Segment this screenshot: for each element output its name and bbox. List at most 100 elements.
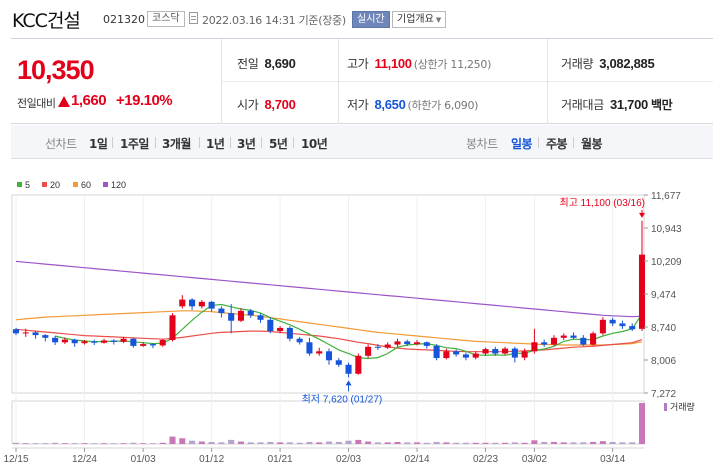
volume-bar [140, 443, 147, 444]
x-tick-label: 03/02 [522, 454, 547, 465]
amount-value: 31,700 [609, 97, 648, 112]
legend-ma20: 20 [42, 180, 60, 190]
ma60-line [15, 310, 643, 346]
volume-bar [149, 443, 156, 444]
volume-bar [511, 442, 518, 444]
volume-bar [443, 442, 450, 444]
candle-body [159, 340, 166, 346]
candle-body [12, 329, 20, 334]
x-tick-label: 12/24 [72, 454, 97, 465]
candle-body [149, 344, 156, 346]
company-overview-dropdown[interactable]: 기업개요 ▼ [392, 11, 447, 28]
candle-body [560, 335, 567, 338]
candle-body [179, 299, 186, 307]
volume-bar [472, 442, 479, 444]
volume-bar [120, 443, 127, 444]
stats-col-divider [338, 39, 339, 124]
period-1week[interactable]: 1주일 [120, 137, 149, 151]
high-value: 11,100 [374, 56, 412, 71]
period-3month[interactable]: 3개월 [162, 137, 191, 151]
candle-body [502, 348, 509, 354]
volume-bars [12, 403, 646, 444]
prev-close-value: 8,690 [264, 56, 296, 71]
candle-body [228, 313, 235, 321]
period-separator [261, 137, 262, 148]
trade-amount: 거래대금 31,700 백만 [561, 96, 673, 113]
period-3year[interactable]: 3년 [237, 137, 256, 151]
volume-bar [296, 442, 303, 444]
period-separator [538, 137, 539, 148]
candle-body [580, 337, 587, 345]
candle-body [218, 308, 225, 314]
volume-bar [71, 443, 78, 444]
volume-bar [228, 439, 235, 444]
y-tick-label: 10,209 [651, 257, 682, 268]
x-tick-label: 02/23 [473, 454, 498, 465]
y-tick-label: 10,943 [651, 224, 682, 235]
x-tick-label: 03/14 [600, 454, 625, 465]
price-panel: 10,350 전일대비 1,660 +19.10% 전일 8,690 고가 11,1… [11, 38, 713, 124]
candle-body [130, 338, 137, 346]
candle-body [169, 315, 176, 341]
candle-body [81, 341, 88, 344]
y-tick-label: 7,272 [651, 389, 676, 400]
candle-body [100, 340, 108, 343]
period-1day[interactable]: 1일 [89, 137, 108, 151]
change-rate: +19.10% [116, 92, 173, 109]
candle-body [22, 332, 29, 334]
prev-close-label: 전일 [237, 57, 259, 71]
volume-bar [541, 441, 548, 444]
volume-bar [374, 442, 381, 444]
candlestick-chart[interactable]: 11,677 10,943 10,209 9,474 8,740 8,006 7,272 12… [0, 190, 713, 475]
volume-bar [257, 442, 264, 444]
legend-ma60: 60 [73, 180, 91, 190]
low-label: 저가 [347, 98, 369, 112]
candle-body [365, 346, 372, 356]
period-10year[interactable]: 10년 [301, 137, 328, 151]
volume-bar [590, 441, 597, 444]
volume-bar [404, 442, 411, 444]
volume-bar [81, 443, 88, 444]
change-value: 1,660 [71, 92, 107, 109]
moving-average-lines [15, 260, 643, 360]
candle-body [198, 301, 205, 307]
volume-bar [355, 439, 362, 444]
volume-pane-frame [11, 400, 645, 445]
period-1year[interactable]: 1년 [206, 137, 225, 151]
volume-legend-swatch [664, 403, 667, 411]
volume-bar [42, 443, 49, 444]
candle-body [42, 335, 49, 338]
volume-bar [609, 441, 616, 444]
chart-grid [11, 194, 645, 449]
candle-body [208, 301, 215, 309]
candle-daily[interactable]: 일봉 [511, 137, 533, 151]
volume-bar [453, 442, 460, 444]
volume-bar [580, 442, 587, 444]
candle-body [629, 326, 636, 330]
candle-body [189, 299, 196, 307]
line-chart-label: 선차트 [45, 137, 77, 151]
candle-body [453, 351, 460, 355]
legend-ma5: 5 [17, 180, 30, 190]
candle-body [462, 354, 469, 358]
amount-unit: 백만 [650, 98, 673, 112]
volume-bar [12, 442, 20, 444]
candle-body [306, 342, 313, 354]
candle-body [325, 351, 333, 361]
candle-body [590, 333, 597, 345]
candle-body [110, 340, 117, 342]
period-5year[interactable]: 5년 [269, 137, 288, 151]
candle-body [335, 360, 342, 365]
x-tick-label: 12/15 [3, 454, 28, 465]
volume-bar [208, 441, 215, 444]
candle-weekly[interactable]: 주봉 [546, 137, 568, 151]
volume-bar [22, 443, 29, 444]
lower-limit: (하한가 6,090) [407, 99, 479, 112]
candle-monthly[interactable]: 월봉 [581, 137, 603, 151]
volume-bar [482, 442, 489, 444]
volume-bar [32, 443, 39, 444]
volume-value: 3,082,885 [599, 56, 655, 71]
volume-bar [247, 442, 254, 444]
stock-name: KCC건설 [12, 10, 81, 32]
realtime-button[interactable]: 실시간 [352, 11, 390, 28]
